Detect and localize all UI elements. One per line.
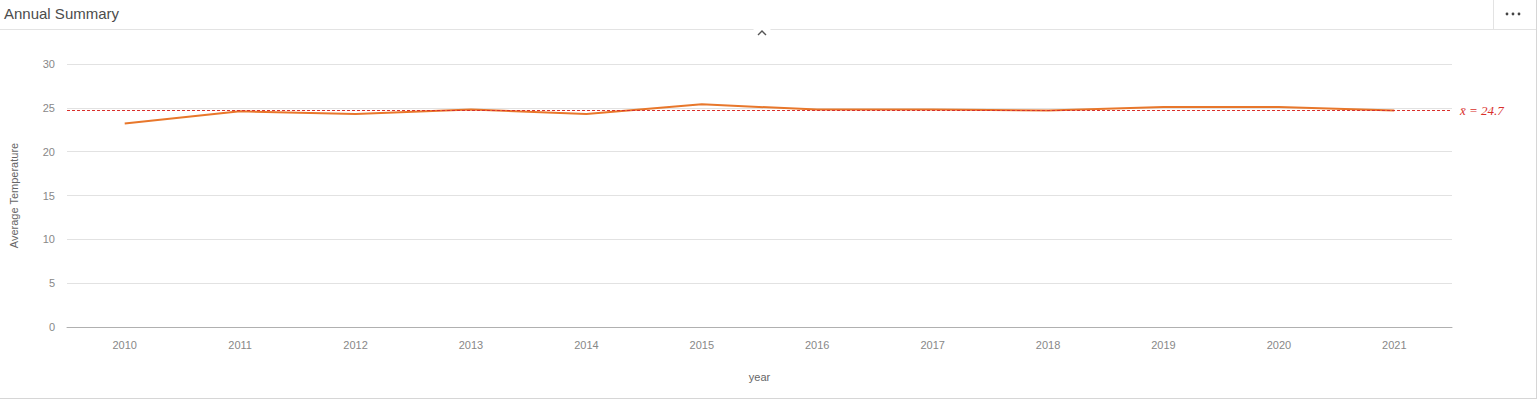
svg-text:2014: 2014 bbox=[574, 339, 598, 351]
svg-text:2012: 2012 bbox=[343, 339, 367, 351]
svg-text:25: 25 bbox=[43, 102, 55, 114]
svg-text:year: year bbox=[749, 371, 771, 383]
svg-text:5: 5 bbox=[49, 277, 55, 289]
svg-text:10: 10 bbox=[43, 233, 55, 245]
svg-text:2015: 2015 bbox=[690, 339, 714, 351]
svg-text:x̄ = 24.7: x̄ = 24.7 bbox=[1459, 103, 1504, 118]
svg-text:0: 0 bbox=[49, 321, 55, 333]
svg-text:2016: 2016 bbox=[805, 339, 829, 351]
svg-text:2013: 2013 bbox=[459, 339, 483, 351]
svg-text:2011: 2011 bbox=[228, 339, 252, 351]
svg-text:2021: 2021 bbox=[1382, 339, 1406, 351]
svg-text:20: 20 bbox=[43, 146, 55, 158]
svg-text:30: 30 bbox=[43, 58, 55, 70]
svg-text:2019: 2019 bbox=[1151, 339, 1175, 351]
svg-text:15: 15 bbox=[43, 190, 55, 202]
svg-text:2010: 2010 bbox=[112, 339, 136, 351]
svg-text:2018: 2018 bbox=[1036, 339, 1060, 351]
svg-text:2017: 2017 bbox=[920, 339, 944, 351]
svg-text:2020: 2020 bbox=[1267, 339, 1291, 351]
html-text:Annual Summary: Annual Summary bbox=[4, 5, 120, 22]
svg-text:Average Temperature: Average Temperature bbox=[8, 143, 20, 248]
